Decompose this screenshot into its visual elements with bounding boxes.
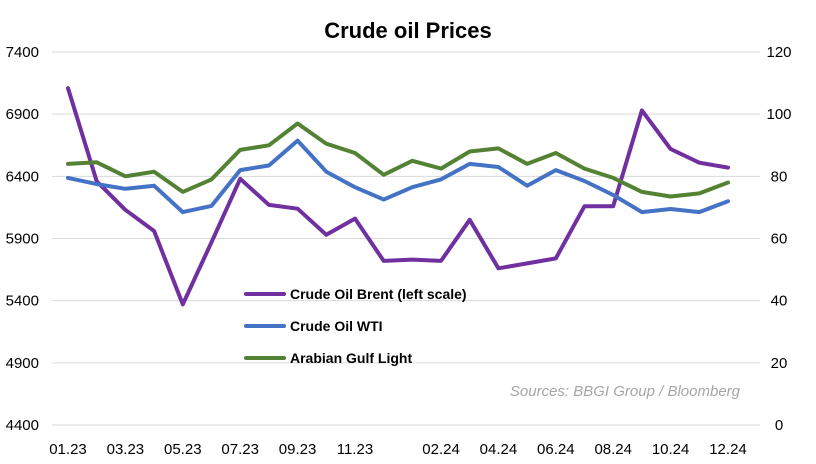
legend: Crude Oil Brent (left scale) Crude Oil WT…: [244, 286, 467, 366]
legend-label: Crude Oil WTI: [290, 318, 383, 334]
left-tick-label: 4400: [6, 417, 39, 434]
right-tick-label: 40: [771, 293, 788, 310]
x-tick-label: 09.23: [279, 441, 317, 458]
series-line: [66, 121, 730, 199]
x-tick-label: 11.23: [337, 441, 373, 458]
legend-label: Crude Oil Brent (left scale): [290, 286, 467, 302]
legend-label: Arabian Gulf Light: [290, 350, 412, 366]
chart-title: Crude oil Prices: [324, 18, 492, 43]
series-line: [66, 86, 730, 307]
x-tick-label: 05.23: [164, 441, 202, 458]
x-tick-label: 06.24: [537, 441, 575, 458]
x-tick-label: 12.24: [709, 441, 747, 458]
left-tick-label: 5400: [6, 293, 39, 310]
left-tick-label: 7400: [6, 44, 39, 61]
left-tick-label: 6900: [6, 106, 39, 123]
series-lines: [66, 86, 730, 307]
x-axis: 01.23 03.23 05.23 07.23 09.23 11.23 02.24 04.24…: [49, 441, 747, 458]
left-tick-label: 5900: [6, 231, 39, 248]
right-tick-label: 100: [766, 106, 791, 123]
right-tick-label: 0: [775, 417, 783, 434]
source-note: Sources: BBGI Group / Bloomberg: [510, 383, 741, 400]
series-line: [66, 138, 730, 215]
x-tick-label: 03.23: [107, 441, 145, 458]
right-tick-label: 60: [771, 231, 788, 248]
x-tick-label: 02.24: [422, 441, 460, 458]
left-tick-label: 4900: [6, 355, 39, 372]
left-y-axis: 4400 4900 5400 5900 6400 6900 7400: [6, 44, 39, 434]
x-tick-label: 07.23: [221, 441, 259, 458]
left-tick-label: 6400: [6, 168, 39, 185]
gridlines: [52, 51, 760, 426]
x-tick-label: 04.24: [480, 441, 518, 458]
right-tick-label: 120: [766, 44, 791, 61]
right-y-axis: 0 20 40 60 80 100 120: [766, 44, 791, 434]
x-tick-label: 08.24: [594, 441, 632, 458]
x-tick-label: 10.24: [652, 441, 690, 458]
right-tick-label: 80: [771, 168, 788, 185]
x-tick-label: 01.23: [49, 441, 87, 458]
right-tick-label: 20: [771, 355, 788, 372]
